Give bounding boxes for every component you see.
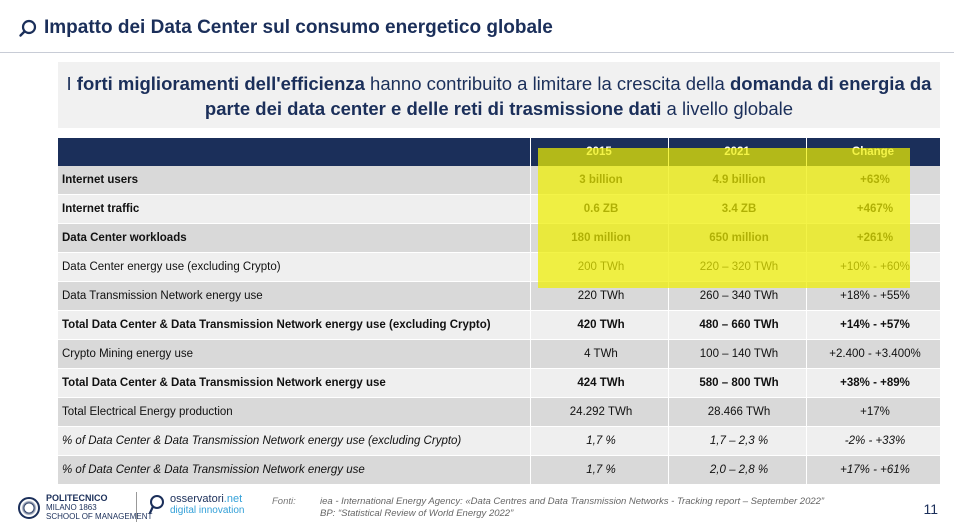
value-2021: 2,0 – 2,8 % bbox=[668, 455, 807, 485]
table-row: Internet users 3 billion 4.9 billion +63… bbox=[58, 166, 941, 195]
row-label: Crypto Mining energy use bbox=[58, 339, 531, 369]
value-2015: 420 TWh bbox=[530, 310, 669, 340]
row-label: % of Data Center & Data Transmission Net… bbox=[58, 426, 531, 456]
table-row: Internet traffic 0.6 ZB 3.4 ZB +467% bbox=[58, 194, 941, 224]
value-2015: 1,7 % bbox=[530, 426, 669, 456]
table-header-row: 2015 2021 Change bbox=[58, 138, 941, 166]
header-2015: 2015 bbox=[530, 138, 669, 166]
magnifier-icon bbox=[19, 19, 37, 37]
value-2015: 24.292 TWh bbox=[530, 397, 669, 427]
value-change: +467% bbox=[806, 194, 941, 224]
header-change: Change bbox=[806, 138, 941, 166]
value-change: +10% - +60% bbox=[806, 252, 941, 282]
banner-bold-1: forti miglioramenti dell'efficienza bbox=[76, 73, 365, 94]
polimi-logo: POLITECNICO MILANO 1863 SCHOOL OF MANAGE… bbox=[18, 494, 152, 521]
banner-text-2: hanno contribuito a limitare la crescita… bbox=[364, 73, 730, 94]
row-label: Total Electrical Energy production bbox=[58, 397, 531, 427]
header-2021: 2021 bbox=[668, 138, 807, 166]
row-label: Data Transmission Network energy use bbox=[58, 281, 531, 311]
row-label: Internet traffic bbox=[58, 194, 531, 224]
sources-label: Fonti: bbox=[272, 496, 296, 507]
row-label: Total Data Center & Data Transmission Ne… bbox=[58, 310, 531, 340]
value-2021: 1,7 – 2,3 % bbox=[668, 426, 807, 456]
value-change: +18% - +55% bbox=[806, 281, 941, 311]
value-2015: 220 TWh bbox=[530, 281, 669, 311]
value-2021: 580 – 800 TWh bbox=[668, 368, 807, 398]
polimi-school: SCHOOL OF MANAGEMENT bbox=[46, 512, 153, 521]
value-change: +2.400 - +3.400% bbox=[806, 339, 941, 369]
value-change: +38% - +89% bbox=[806, 368, 941, 398]
title-divider bbox=[0, 52, 954, 53]
value-change: +14% - +57% bbox=[806, 310, 941, 340]
page-number: 11 bbox=[923, 501, 938, 517]
table-row: Total Electrical Energy production 24.29… bbox=[58, 397, 941, 427]
banner-text-1: I bbox=[66, 73, 77, 94]
slide-title: Impatto dei Data Center sul consumo ener… bbox=[18, 14, 553, 42]
table-row: Data Transmission Network energy use 220… bbox=[58, 281, 941, 311]
value-2015: 3 billion bbox=[530, 166, 669, 195]
value-2015: 180 million bbox=[530, 223, 669, 253]
polimi-seal-icon bbox=[18, 496, 40, 519]
value-2021: 4.9 billion bbox=[668, 166, 807, 195]
table-row: Data Center workloads 180 million 650 mi… bbox=[58, 223, 941, 253]
table-row: Data Center energy use (excluding Crypto… bbox=[58, 252, 941, 282]
row-label: % of Data Center & Data Transmission Net… bbox=[58, 455, 531, 485]
header-label bbox=[58, 138, 531, 166]
row-label: Total Data Center & Data Transmission Ne… bbox=[58, 368, 531, 398]
value-2021: 650 million bbox=[668, 223, 807, 253]
source-iea: iea - International Energy Agency: «Data… bbox=[320, 496, 825, 507]
value-change: +261% bbox=[806, 223, 941, 253]
osservatori-logo: osservatori.net digital innovation bbox=[148, 494, 245, 516]
value-2021: 220 – 320 TWh bbox=[668, 252, 807, 282]
sources-list: iea - International Energy Agency: «Data… bbox=[320, 496, 824, 520]
value-2021: 260 – 340 TWh bbox=[668, 281, 807, 311]
osservatori-subtitle: digital innovation bbox=[170, 505, 245, 516]
table-row: Total Data Center & Data Transmission Ne… bbox=[58, 310, 941, 340]
polimi-city: MILANO 1863 bbox=[46, 503, 97, 512]
value-2015: 4 TWh bbox=[530, 339, 669, 369]
polimi-name: POLITECNICO bbox=[46, 493, 108, 503]
table-row: % of Data Center & Data Transmission Net… bbox=[58, 426, 941, 456]
value-2021: 480 – 660 TWh bbox=[668, 310, 807, 340]
logo-divider bbox=[136, 492, 137, 522]
slide-title-text: Impatto dei Data Center sul consumo ener… bbox=[44, 17, 553, 38]
summary-banner: I forti miglioramenti dell'efficienza ha… bbox=[58, 62, 940, 128]
value-2015: 200 TWh bbox=[530, 252, 669, 282]
row-label: Internet users bbox=[58, 166, 531, 195]
osservatori-net: .net bbox=[223, 493, 243, 505]
energy-table: 2015 2021 Change Internet users 3 billio… bbox=[58, 138, 941, 485]
value-2015: 1,7 % bbox=[530, 455, 669, 485]
banner-text-3: a livello globale bbox=[661, 98, 794, 119]
osservatori-magnifier-icon bbox=[148, 495, 164, 515]
value-2015: 424 TWh bbox=[530, 368, 669, 398]
table-row: % of Data Center & Data Transmission Net… bbox=[58, 455, 941, 485]
value-2021: 28.466 TWh bbox=[668, 397, 807, 427]
value-change: +17% - +61% bbox=[806, 455, 941, 485]
table-row: Total Data Center & Data Transmission Ne… bbox=[58, 368, 941, 398]
banner-bold-2: domanda di energia da parte dei data cen… bbox=[204, 73, 932, 119]
value-2021: 100 – 140 TWh bbox=[668, 339, 807, 369]
row-label: Data Center energy use (excluding Crypto… bbox=[58, 252, 531, 282]
table-row: Crypto Mining energy use 4 TWh 100 – 140… bbox=[58, 339, 941, 369]
value-change: +17% bbox=[806, 397, 941, 427]
value-change: +63% bbox=[806, 166, 941, 195]
value-2015: 0.6 ZB bbox=[530, 194, 669, 224]
slide-footer: POLITECNICO MILANO 1863 SCHOOL OF MANAGE… bbox=[0, 488, 954, 532]
value-change: -2% - +33% bbox=[806, 426, 941, 456]
row-label: Data Center workloads bbox=[58, 223, 531, 253]
value-2021: 3.4 ZB bbox=[668, 194, 807, 224]
source-bp: BP: “Statistical Review of World Energy … bbox=[320, 508, 514, 519]
osservatori-name: osservatori bbox=[170, 493, 224, 505]
